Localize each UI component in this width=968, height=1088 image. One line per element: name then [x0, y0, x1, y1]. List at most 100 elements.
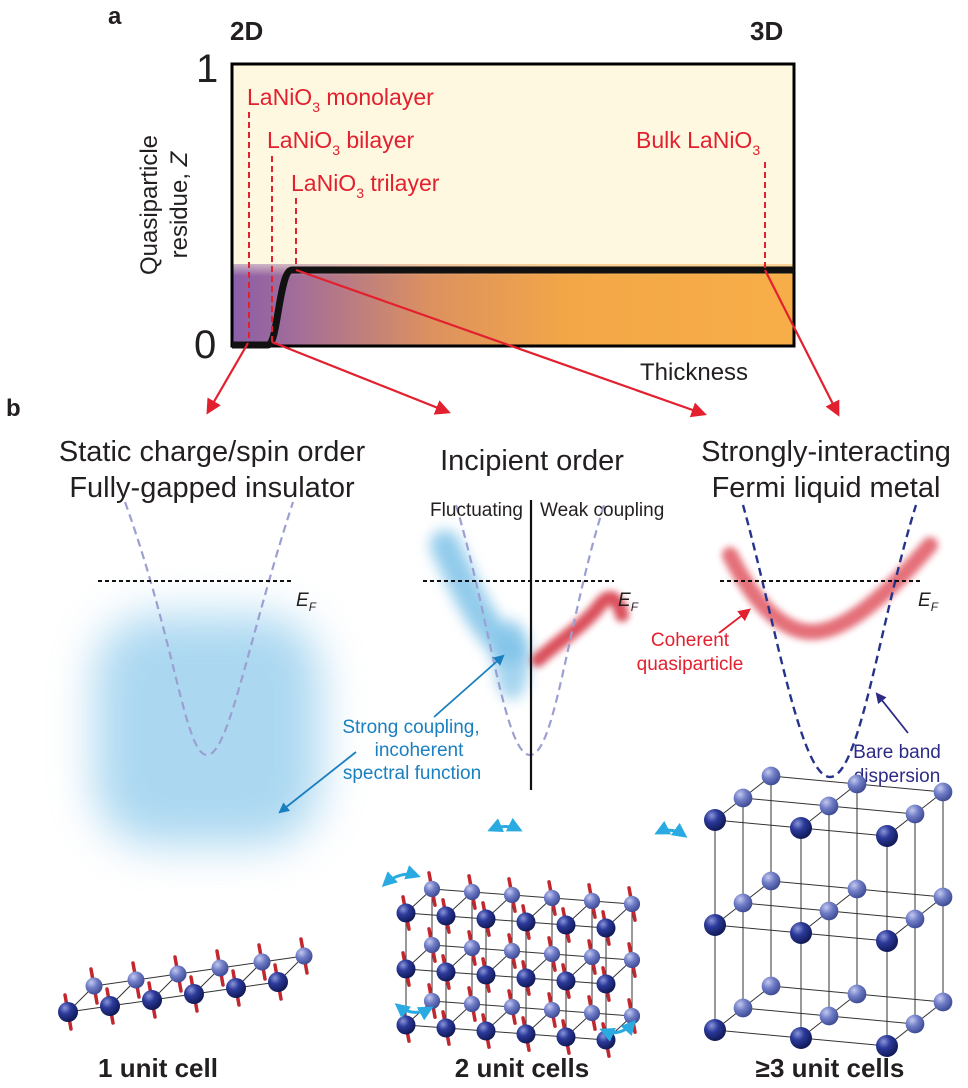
weak-coupling-label: Weak coupling	[540, 500, 664, 521]
bond	[856, 888, 944, 898]
navy-note-arrow	[875, 692, 909, 734]
ni-atom	[423, 880, 441, 898]
tri-text-a: LaNiO	[291, 170, 356, 196]
weak-coupling-red-band	[531, 591, 629, 667]
ef-main: E	[618, 590, 631, 611]
trilayer-label: LaNiO3 trilayer	[291, 170, 440, 201]
panel-a-label: a	[108, 3, 122, 30]
blue-tail	[494, 620, 530, 700]
bond	[770, 985, 858, 995]
annotation-leaders	[248, 112, 766, 342]
ni-atom	[847, 774, 867, 794]
lattice-1-unit-cell	[58, 937, 313, 1031]
col2-spectrum: EF Fluctuating Weak coupling Strong coup…	[342, 500, 664, 790]
blue-note-line3: spectral function	[343, 763, 481, 784]
ni-atom	[543, 889, 561, 907]
ef-main: E	[918, 590, 931, 611]
mono-text-b: monolayer	[320, 84, 434, 110]
ni-atom	[423, 992, 441, 1010]
panel-b-label: b	[6, 395, 21, 422]
caption-3-unit-cells: ≥3 unit cells	[756, 1053, 905, 1083]
ni-atom	[623, 951, 641, 969]
ni-atom	[184, 984, 204, 1004]
ni-atom	[556, 971, 576, 991]
tri-text-b: trilayer	[364, 170, 440, 196]
bond	[800, 1037, 888, 1047]
ni-atom	[876, 825, 898, 847]
ni-atom	[819, 796, 839, 816]
ni-atom	[819, 1006, 839, 1026]
bi-text-b: bilayer	[340, 127, 414, 153]
ni-atom	[295, 947, 313, 965]
ni-atom	[733, 893, 753, 913]
bond	[828, 1015, 916, 1025]
ni-atom	[704, 914, 726, 936]
col2-title: Incipient order	[440, 445, 624, 477]
ni-atom	[516, 968, 536, 988]
ni-atom	[127, 971, 145, 989]
ni-atom	[211, 959, 229, 977]
fluct-arrow-1	[381, 865, 421, 888]
ni-atom	[933, 992, 953, 1012]
label-2d: 2D	[230, 16, 263, 46]
ni-atom	[761, 976, 781, 996]
ni-atom	[704, 809, 726, 831]
x-axis-label: Thickness	[640, 359, 748, 386]
ni-atom	[556, 1027, 576, 1047]
bond	[742, 1007, 830, 1017]
ni-atom	[761, 871, 781, 891]
arrow-to-col2	[271, 340, 451, 415]
ef-sub: F	[309, 600, 317, 614]
red-note-line2: quasiparticle	[637, 654, 744, 675]
bond	[714, 1029, 802, 1039]
ni-atom	[226, 978, 246, 998]
ni-atom	[623, 895, 641, 913]
ni-atom	[790, 1027, 812, 1049]
ni-atom	[463, 995, 481, 1013]
ni-atom	[396, 903, 416, 923]
ni-atom	[516, 912, 536, 932]
ef-main: E	[296, 590, 309, 611]
bond	[742, 902, 830, 912]
y-axis-label: Quasiparticle residue, Z	[136, 135, 193, 275]
blue-note-line2: incoherent	[375, 740, 464, 761]
ni-atom	[58, 1002, 78, 1022]
ni-atom	[596, 974, 616, 994]
y-max-tick: 1	[196, 47, 218, 91]
tri-subscript: 3	[356, 185, 364, 201]
col3-ef-label: EF	[918, 590, 939, 614]
ni-atom	[905, 1014, 925, 1034]
y-min-tick: 0	[194, 323, 216, 367]
ni-atom	[790, 922, 812, 944]
ni-atom	[623, 1007, 641, 1025]
ni-atom	[436, 906, 456, 926]
red-note-line1: Coherent	[651, 630, 730, 651]
col3-spectrum: EF Coherent quasiparticle Bare band disp…	[637, 504, 941, 787]
bilayer-label: LaNiO3 bilayer	[267, 127, 414, 158]
blue-note-line1: Strong coupling,	[342, 717, 479, 738]
monolayer-label: LaNiO3 monolayer	[247, 84, 434, 115]
ni-atom	[847, 879, 867, 899]
bond	[800, 932, 888, 942]
bi-text-a: LaNiO	[267, 127, 332, 153]
ni-atom	[876, 930, 898, 952]
lattice-2-unit-cells	[396, 871, 641, 1058]
ni-atom	[583, 892, 601, 910]
ni-atom	[503, 886, 521, 904]
ni-atom	[169, 965, 187, 983]
col1-title-line2: Fully-gapped insulator	[69, 472, 355, 504]
ni-atom	[516, 1024, 536, 1044]
ni-atom	[142, 990, 162, 1010]
ni-atom	[556, 915, 576, 935]
ni-atom	[905, 804, 925, 824]
ef-sub: F	[931, 600, 939, 614]
ni-atom	[847, 984, 867, 1004]
bond	[742, 797, 830, 807]
lattice-3-unit-cells	[704, 766, 953, 1057]
col3-bare-band	[741, 504, 918, 779]
bulk-text: Bulk LaNiO	[636, 127, 752, 153]
fluctuation-arrows	[381, 817, 688, 1042]
bond	[856, 993, 944, 1003]
ni-atom	[876, 1035, 898, 1057]
